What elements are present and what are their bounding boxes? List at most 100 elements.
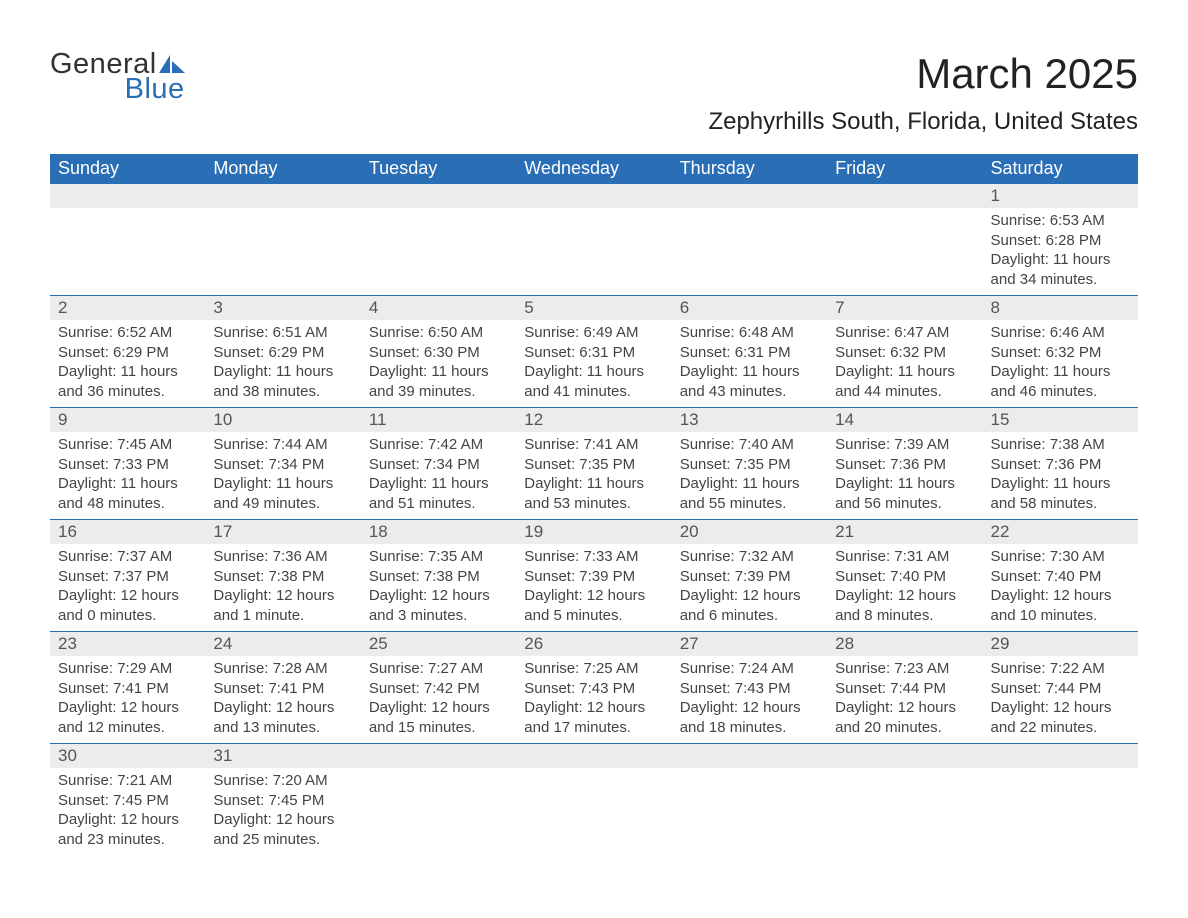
daylight-text: Daylight: 12 hours and 17 minutes. — [524, 698, 663, 737]
sunset-text: Sunset: 7:38 PM — [369, 567, 508, 587]
calendar-day: 16Sunrise: 7:37 AMSunset: 7:37 PMDayligh… — [50, 520, 205, 632]
title-block: March 2025 Zephyrhills South, Florida, U… — [708, 50, 1138, 136]
sunrise-text: Sunrise: 7:41 AM — [524, 435, 663, 455]
daylight-text: Daylight: 11 hours and 53 minutes. — [524, 474, 663, 513]
day-number: 9 — [50, 408, 205, 432]
sunset-text: Sunset: 7:40 PM — [991, 567, 1130, 587]
day-number — [516, 184, 671, 208]
calendar-day: 30Sunrise: 7:21 AMSunset: 7:45 PMDayligh… — [50, 744, 205, 856]
calendar-day-empty — [50, 184, 205, 296]
day-number: 31 — [205, 744, 360, 768]
sunset-text: Sunset: 6:29 PM — [213, 343, 352, 363]
day-number: 27 — [672, 632, 827, 656]
day-details: Sunrise: 7:25 AMSunset: 7:43 PMDaylight:… — [516, 656, 671, 743]
day-details: Sunrise: 6:52 AMSunset: 6:29 PMDaylight:… — [50, 320, 205, 407]
weekday-header: Saturday — [983, 154, 1138, 184]
weekday-header: Wednesday — [516, 154, 671, 184]
day-number: 14 — [827, 408, 982, 432]
day-details: Sunrise: 7:20 AMSunset: 7:45 PMDaylight:… — [205, 768, 360, 855]
daylight-text: Daylight: 11 hours and 49 minutes. — [213, 474, 352, 513]
sunset-text: Sunset: 7:42 PM — [369, 679, 508, 699]
calendar-day: 18Sunrise: 7:35 AMSunset: 7:38 PMDayligh… — [361, 520, 516, 632]
sunrise-text: Sunrise: 7:42 AM — [369, 435, 508, 455]
calendar-day: 8Sunrise: 6:46 AMSunset: 6:32 PMDaylight… — [983, 296, 1138, 408]
daylight-text: Daylight: 12 hours and 5 minutes. — [524, 586, 663, 625]
daylight-text: Daylight: 12 hours and 10 minutes. — [991, 586, 1130, 625]
day-number: 22 — [983, 520, 1138, 544]
sunrise-text: Sunrise: 7:40 AM — [680, 435, 819, 455]
sunrise-text: Sunrise: 6:49 AM — [524, 323, 663, 343]
calendar-day: 24Sunrise: 7:28 AMSunset: 7:41 PMDayligh… — [205, 632, 360, 744]
calendar-day-empty — [827, 744, 982, 856]
sunset-text: Sunset: 7:45 PM — [58, 791, 197, 811]
day-details: Sunrise: 7:42 AMSunset: 7:34 PMDaylight:… — [361, 432, 516, 519]
sunset-text: Sunset: 7:36 PM — [991, 455, 1130, 475]
calendar-day: 12Sunrise: 7:41 AMSunset: 7:35 PMDayligh… — [516, 408, 671, 520]
sunrise-text: Sunrise: 7:39 AM — [835, 435, 974, 455]
calendar-day-empty — [672, 744, 827, 856]
sunset-text: Sunset: 6:30 PM — [369, 343, 508, 363]
sunset-text: Sunset: 7:35 PM — [524, 455, 663, 475]
day-details: Sunrise: 7:38 AMSunset: 7:36 PMDaylight:… — [983, 432, 1138, 519]
day-details: Sunrise: 7:28 AMSunset: 7:41 PMDaylight:… — [205, 656, 360, 743]
day-number: 6 — [672, 296, 827, 320]
calendar-day: 29Sunrise: 7:22 AMSunset: 7:44 PMDayligh… — [983, 632, 1138, 744]
daylight-text: Daylight: 11 hours and 58 minutes. — [991, 474, 1130, 513]
calendar-day: 11Sunrise: 7:42 AMSunset: 7:34 PMDayligh… — [361, 408, 516, 520]
day-details: Sunrise: 6:51 AMSunset: 6:29 PMDaylight:… — [205, 320, 360, 407]
day-number: 16 — [50, 520, 205, 544]
day-details — [983, 768, 1138, 778]
sunrise-text: Sunrise: 7:28 AM — [213, 659, 352, 679]
daylight-text: Daylight: 11 hours and 39 minutes. — [369, 362, 508, 401]
day-details — [50, 208, 205, 218]
weekday-header: Thursday — [672, 154, 827, 184]
calendar-day: 6Sunrise: 6:48 AMSunset: 6:31 PMDaylight… — [672, 296, 827, 408]
day-number — [827, 184, 982, 208]
sunset-text: Sunset: 7:43 PM — [524, 679, 663, 699]
calendar-day: 15Sunrise: 7:38 AMSunset: 7:36 PMDayligh… — [983, 408, 1138, 520]
day-number: 24 — [205, 632, 360, 656]
day-number: 29 — [983, 632, 1138, 656]
sunset-text: Sunset: 7:44 PM — [991, 679, 1130, 699]
sunset-text: Sunset: 6:32 PM — [991, 343, 1130, 363]
sunrise-text: Sunrise: 7:45 AM — [58, 435, 197, 455]
sunrise-text: Sunrise: 7:27 AM — [369, 659, 508, 679]
sunrise-text: Sunrise: 7:21 AM — [58, 771, 197, 791]
daylight-text: Daylight: 12 hours and 12 minutes. — [58, 698, 197, 737]
daylight-text: Daylight: 12 hours and 15 minutes. — [369, 698, 508, 737]
daylight-text: Daylight: 11 hours and 56 minutes. — [835, 474, 974, 513]
daylight-text: Daylight: 12 hours and 0 minutes. — [58, 586, 197, 625]
day-details: Sunrise: 7:35 AMSunset: 7:38 PMDaylight:… — [361, 544, 516, 631]
calendar-day: 28Sunrise: 7:23 AMSunset: 7:44 PMDayligh… — [827, 632, 982, 744]
day-details: Sunrise: 6:53 AMSunset: 6:28 PMDaylight:… — [983, 208, 1138, 295]
day-number: 21 — [827, 520, 982, 544]
day-details: Sunrise: 7:22 AMSunset: 7:44 PMDaylight:… — [983, 656, 1138, 743]
sunset-text: Sunset: 6:28 PM — [991, 231, 1130, 251]
calendar-day-empty — [516, 744, 671, 856]
day-number: 19 — [516, 520, 671, 544]
calendar-day: 1Sunrise: 6:53 AMSunset: 6:28 PMDaylight… — [983, 184, 1138, 296]
day-number: 28 — [827, 632, 982, 656]
logo: General Blue — [50, 50, 185, 104]
sunset-text: Sunset: 7:36 PM — [835, 455, 974, 475]
month-title: March 2025 — [708, 50, 1138, 98]
calendar-day: 4Sunrise: 6:50 AMSunset: 6:30 PMDaylight… — [361, 296, 516, 408]
calendar-day-empty — [672, 184, 827, 296]
sunrise-text: Sunrise: 7:22 AM — [991, 659, 1130, 679]
day-details: Sunrise: 7:41 AMSunset: 7:35 PMDaylight:… — [516, 432, 671, 519]
daylight-text: Daylight: 12 hours and 25 minutes. — [213, 810, 352, 849]
weekday-header: Sunday — [50, 154, 205, 184]
day-details — [672, 208, 827, 218]
sunrise-text: Sunrise: 6:52 AM — [58, 323, 197, 343]
day-details: Sunrise: 7:40 AMSunset: 7:35 PMDaylight:… — [672, 432, 827, 519]
day-number: 12 — [516, 408, 671, 432]
calendar-day: 7Sunrise: 6:47 AMSunset: 6:32 PMDaylight… — [827, 296, 982, 408]
weekday-header: Tuesday — [361, 154, 516, 184]
sunset-text: Sunset: 7:34 PM — [369, 455, 508, 475]
day-details — [827, 768, 982, 778]
sunrise-text: Sunrise: 7:33 AM — [524, 547, 663, 567]
day-number: 17 — [205, 520, 360, 544]
day-number — [672, 184, 827, 208]
calendar-day: 19Sunrise: 7:33 AMSunset: 7:39 PMDayligh… — [516, 520, 671, 632]
day-details: Sunrise: 7:45 AMSunset: 7:33 PMDaylight:… — [50, 432, 205, 519]
